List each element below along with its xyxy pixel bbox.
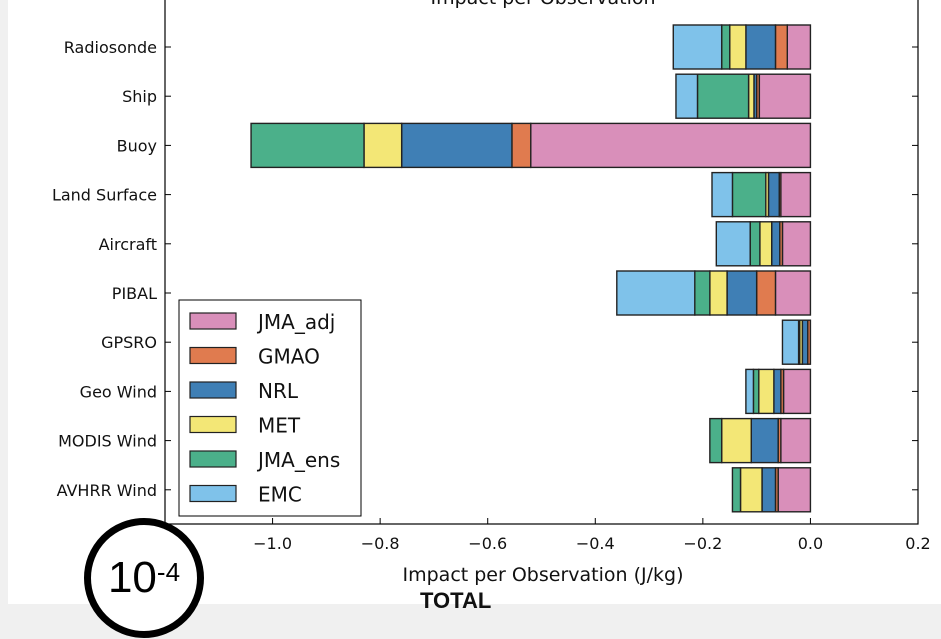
- y-tick-label: Geo Wind: [80, 382, 157, 401]
- plot-frame: [164, 0, 919, 525]
- bar-segment: [616, 270, 696, 316]
- y-tick-label: Land Surface: [52, 186, 157, 205]
- legend-label: JMA_ens: [256, 448, 340, 472]
- bar-segment: [711, 171, 734, 218]
- x-tick-label: −0.4: [576, 534, 615, 553]
- bar-segment: [780, 417, 812, 464]
- bar-segment: [774, 24, 789, 70]
- bar-segment: [758, 73, 812, 119]
- legend-swatch: [189, 415, 237, 434]
- x-tick-label: −0.6: [468, 534, 507, 553]
- scale-base: 10: [107, 553, 157, 602]
- legend-swatch: [189, 381, 237, 399]
- bar-segment: [363, 122, 403, 169]
- bar-segment: [511, 122, 532, 169]
- bar-segment: [782, 368, 812, 415]
- bar-segment: [773, 368, 782, 415]
- bar-segment: [400, 122, 513, 169]
- bar-segment: [672, 24, 723, 70]
- legend: JMA_adj GMAO NRL MET JMA_ens EMC: [178, 299, 362, 517]
- bar-segment: [709, 417, 723, 464]
- bar-segment: [720, 24, 731, 70]
- x-axis-title: Impact per Observation (J/kg): [403, 564, 684, 586]
- scale-factor-badge: 10 -4: [84, 518, 204, 638]
- bar-segment: [759, 221, 773, 267]
- legend-swatch: [189, 484, 237, 503]
- bar-segment: [739, 467, 763, 513]
- bar-segment: [801, 319, 809, 365]
- bar-segment: [530, 122, 812, 169]
- bar-segment: [745, 368, 755, 415]
- y-tick-label: MODIS Wind: [58, 432, 157, 451]
- bar-segment: [758, 368, 775, 415]
- bar-segment: [731, 171, 767, 218]
- bar-segment: [781, 221, 812, 267]
- bar-segment: [761, 467, 777, 513]
- y-tick-label: Ship: [122, 87, 157, 106]
- legend-label: GMAO: [258, 345, 320, 369]
- legend-label: NRL: [258, 379, 299, 403]
- y-tick-label: PIBAL: [112, 284, 157, 303]
- stacked-bar-chart: Impact per Observation Radiosonde Ship Buo…: [52, 0, 931, 586]
- y-tick-label: Buoy: [117, 136, 157, 155]
- x-tick-label: 0.0: [798, 534, 823, 553]
- bar-segment: [771, 221, 781, 267]
- x-tick-label: −1.0: [253, 534, 292, 553]
- x-tick-label: 0.2: [905, 534, 930, 553]
- legend-swatch: [189, 450, 237, 468]
- bar-segment: [715, 221, 751, 267]
- bar-segment: [774, 270, 812, 316]
- bar-segment: [780, 171, 812, 218]
- chart-panel: Impact per Observation Radiosonde Ship Buo…: [8, 0, 941, 613]
- y-tick-label: GPSRO: [101, 333, 157, 352]
- bar-segment: [675, 73, 699, 119]
- bar-segment: [694, 270, 711, 316]
- bar-segment: [745, 24, 777, 70]
- legend-label: EMC: [258, 483, 302, 507]
- bar-segment: [731, 467, 742, 513]
- bar-segment: [729, 24, 747, 70]
- bars-layer: [250, 24, 812, 513]
- bar-segment: [777, 467, 812, 513]
- y-tick-label: Aircraft: [99, 235, 157, 254]
- bar-segment: [750, 417, 779, 464]
- legend-box: [178, 299, 362, 517]
- bar-segment: [696, 73, 750, 119]
- legend-label: MET: [258, 414, 301, 438]
- bar-segment: [752, 368, 760, 415]
- legend-label: JMA_adj: [256, 310, 335, 334]
- bar-segment: [781, 319, 800, 365]
- y-tick-label: AVHRR Wind: [57, 481, 157, 500]
- bar-segment: [720, 417, 752, 464]
- scale-exponent: -4: [156, 556, 181, 587]
- bar-segment: [250, 122, 365, 169]
- bar-segment: [726, 270, 758, 316]
- x-tick-label: −0.2: [683, 534, 722, 553]
- bar-segment: [755, 270, 777, 316]
- total-label: TOTAL: [420, 588, 492, 613]
- ticks-layer: Radiosonde Ship Buoy Land Surface Aircraft PI…: [52, 38, 931, 553]
- x-tick-label: −0.8: [361, 534, 400, 553]
- y-tick-label: Radiosonde: [64, 38, 157, 57]
- legend-swatch: [189, 346, 237, 365]
- chart-title: Impact per Observation: [430, 0, 655, 9]
- bar-segment: [786, 24, 812, 70]
- bar-segment: [749, 221, 761, 267]
- bar-segment: [709, 270, 728, 316]
- bar-segment: [747, 73, 755, 119]
- bar-segment: [767, 171, 780, 218]
- legend-swatch: [189, 312, 237, 330]
